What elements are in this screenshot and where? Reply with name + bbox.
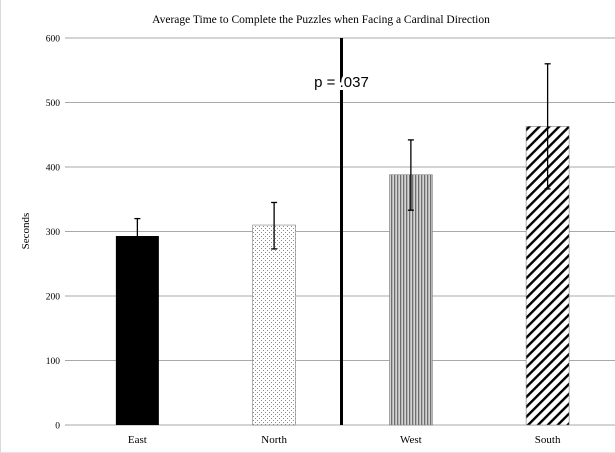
x-tick-label-north: North [261,434,287,446]
y-tick-labels: 0 100 200 300 400 500 600 [46,35,61,432]
error-bars [134,63,551,253]
y-tick-label: 0 [55,422,60,432]
y-tick-label: 500 [46,99,61,109]
bar-east [115,236,159,425]
x-tick-labels: East North West South [128,434,561,446]
y-tick-label: 400 [46,164,61,174]
y-axis-label: Seconds [20,213,32,250]
bar-west [389,174,433,426]
y-tick-label: 200 [46,293,61,303]
x-tick-label-west: West [400,434,422,446]
y-tick-label: 100 [46,357,61,367]
y-tick-label: 300 [46,228,61,238]
bar-north [252,224,296,426]
chart-title: Average Time to Complete the Puzzles whe… [152,14,490,26]
x-tick-label-east: East [128,434,147,446]
significance-annotation: p = .037 [314,74,369,91]
bars [115,126,570,426]
x-tick-label-south: South [535,434,561,446]
y-tick-label: 600 [46,35,61,45]
